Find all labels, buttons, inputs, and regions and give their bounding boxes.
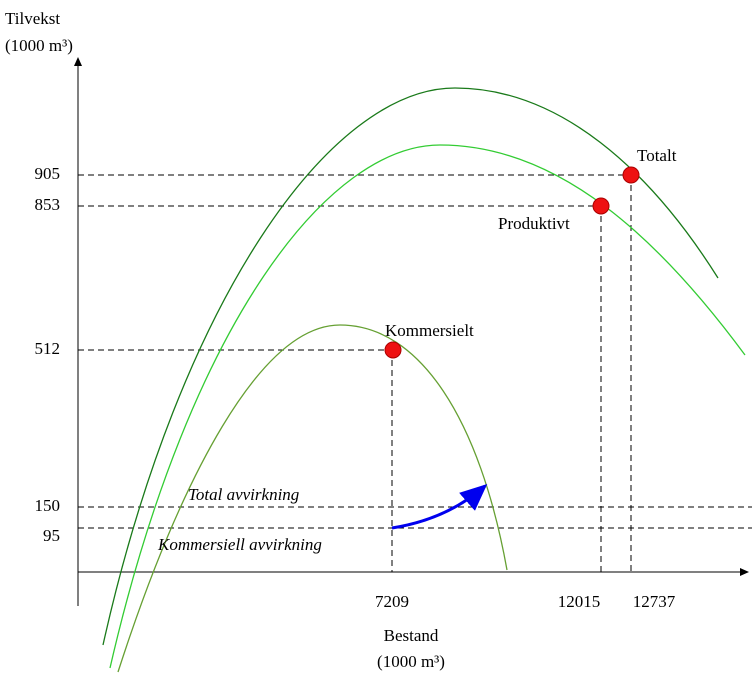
y-title: Tilvekst [5,9,60,28]
point-label: Produktivt [498,214,570,233]
harvest-arrow [391,484,488,530]
x-title: Bestand [384,626,439,645]
x-tick-label: 12737 [633,592,676,611]
point-label: Totalt [637,146,677,165]
point [592,197,610,215]
annotation: Kommersiell avvirkning [157,535,322,554]
y-tick-label: 150 [35,496,61,515]
guides [78,174,752,572]
x-tick-label: 12015 [558,592,601,611]
point-label: Kommersielt [385,321,474,340]
point [384,341,402,359]
y-unit: (1000 m³) [5,36,73,55]
y-tick-label: 95 [43,526,60,545]
y-tick-label: 905 [35,164,61,183]
point [622,166,640,184]
curve-total [102,87,719,646]
x-unit: (1000 m³) [377,652,445,671]
curve-productive [109,144,746,669]
x-tick-label: 7209 [375,592,409,611]
y-tick-label: 853 [35,195,61,214]
annotation: Total avvirkning [188,485,299,504]
curve-commercial [117,324,508,673]
y-tick-label: 512 [35,339,61,358]
